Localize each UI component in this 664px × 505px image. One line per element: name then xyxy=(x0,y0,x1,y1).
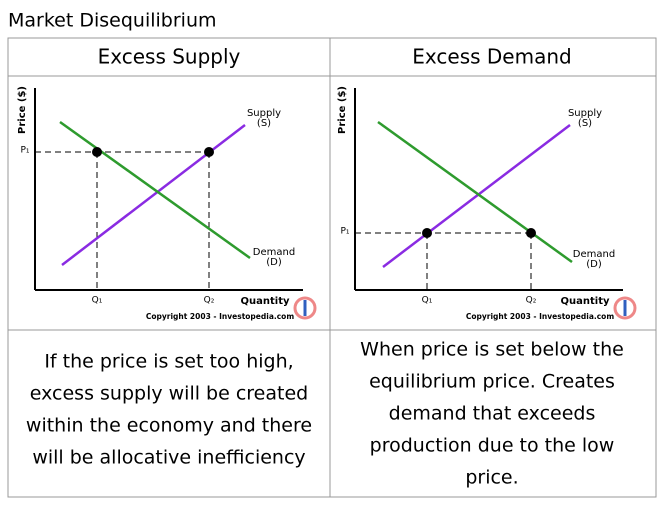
description-line: If the price is set too high, xyxy=(44,351,293,373)
q-label: Q₁ xyxy=(92,296,103,306)
description-line: When price is set below the xyxy=(360,339,624,361)
x-axis-label: Quantity xyxy=(241,296,290,307)
supply-label: (S) xyxy=(578,118,592,129)
y-axis-label: Price ($) xyxy=(17,86,28,134)
description-line: equilibrium price. Creates xyxy=(369,371,615,393)
column-header: Excess Supply xyxy=(98,45,241,69)
demand-label: (D) xyxy=(586,259,602,270)
description-line: demand that exceeds xyxy=(389,403,596,425)
description-line: within the economy and there xyxy=(26,415,312,437)
q-label: Q₂ xyxy=(526,296,537,306)
copyright: Copyright 2003 - Investopedia.com xyxy=(146,312,295,321)
logo xyxy=(623,300,627,316)
description-line: price. xyxy=(465,467,518,489)
supply-label: Supply xyxy=(247,108,281,119)
logo xyxy=(303,300,307,316)
q-label: Q₁ xyxy=(422,296,433,306)
p-label: P₁ xyxy=(340,227,349,237)
demand-label: Demand xyxy=(573,249,615,260)
demand-curve xyxy=(59,120,251,260)
supply-curve xyxy=(61,124,246,266)
point xyxy=(526,228,536,238)
column-header: Excess Demand xyxy=(412,45,571,69)
copyright: Copyright 2003 - Investopedia.com xyxy=(466,312,615,321)
x-axis-label: Quantity xyxy=(561,296,610,307)
q-label: Q₂ xyxy=(204,296,215,306)
supply-label: Supply xyxy=(568,108,602,119)
description-line: production due to the low xyxy=(370,435,615,457)
point xyxy=(204,147,214,157)
demand-label: (D) xyxy=(266,257,282,268)
supply-label: (S) xyxy=(257,118,271,129)
description-line: excess supply will be created xyxy=(30,383,308,405)
demand-curve xyxy=(377,120,573,264)
point xyxy=(422,228,432,238)
demand-label: Demand xyxy=(253,247,295,258)
table-border xyxy=(7,37,657,498)
supply-curve xyxy=(382,124,571,268)
point xyxy=(92,147,102,157)
page-title: Market Disequilibrium xyxy=(8,10,217,32)
p-label: P₁ xyxy=(20,146,29,156)
description-line: will be allocative inefficiency xyxy=(32,447,305,469)
y-axis-label: Price ($) xyxy=(337,86,348,134)
